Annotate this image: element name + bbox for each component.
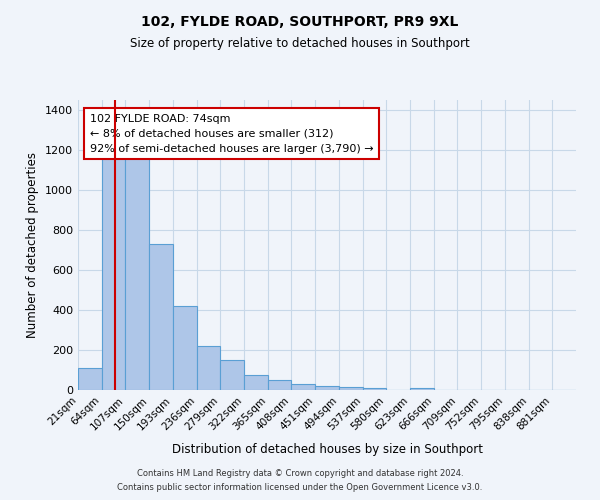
Text: Contains public sector information licensed under the Open Government Licence v3: Contains public sector information licen… (118, 484, 482, 492)
Text: Contains HM Land Registry data © Crown copyright and database right 2024.: Contains HM Land Registry data © Crown c… (137, 468, 463, 477)
Text: 102, FYLDE ROAD, SOUTHPORT, PR9 9XL: 102, FYLDE ROAD, SOUTHPORT, PR9 9XL (142, 15, 458, 29)
Text: Size of property relative to detached houses in Southport: Size of property relative to detached ho… (130, 38, 470, 51)
X-axis label: Distribution of detached houses by size in Southport: Distribution of detached houses by size … (172, 443, 482, 456)
Bar (149, 244, 173, 390)
Bar (78, 368, 102, 390)
Bar (410, 388, 434, 390)
Bar (362, 388, 386, 390)
Bar (268, 380, 292, 390)
Bar (292, 384, 315, 390)
Bar (244, 375, 268, 390)
Bar (315, 386, 339, 390)
Bar (125, 157, 149, 390)
Y-axis label: Number of detached properties: Number of detached properties (26, 152, 40, 338)
Text: 102 FYLDE ROAD: 74sqm
← 8% of detached houses are smaller (312)
92% of semi-deta: 102 FYLDE ROAD: 74sqm ← 8% of detached h… (90, 114, 373, 154)
Bar (102, 157, 125, 390)
Bar (197, 346, 220, 390)
Bar (339, 387, 362, 390)
Bar (220, 360, 244, 390)
Bar (173, 306, 197, 390)
